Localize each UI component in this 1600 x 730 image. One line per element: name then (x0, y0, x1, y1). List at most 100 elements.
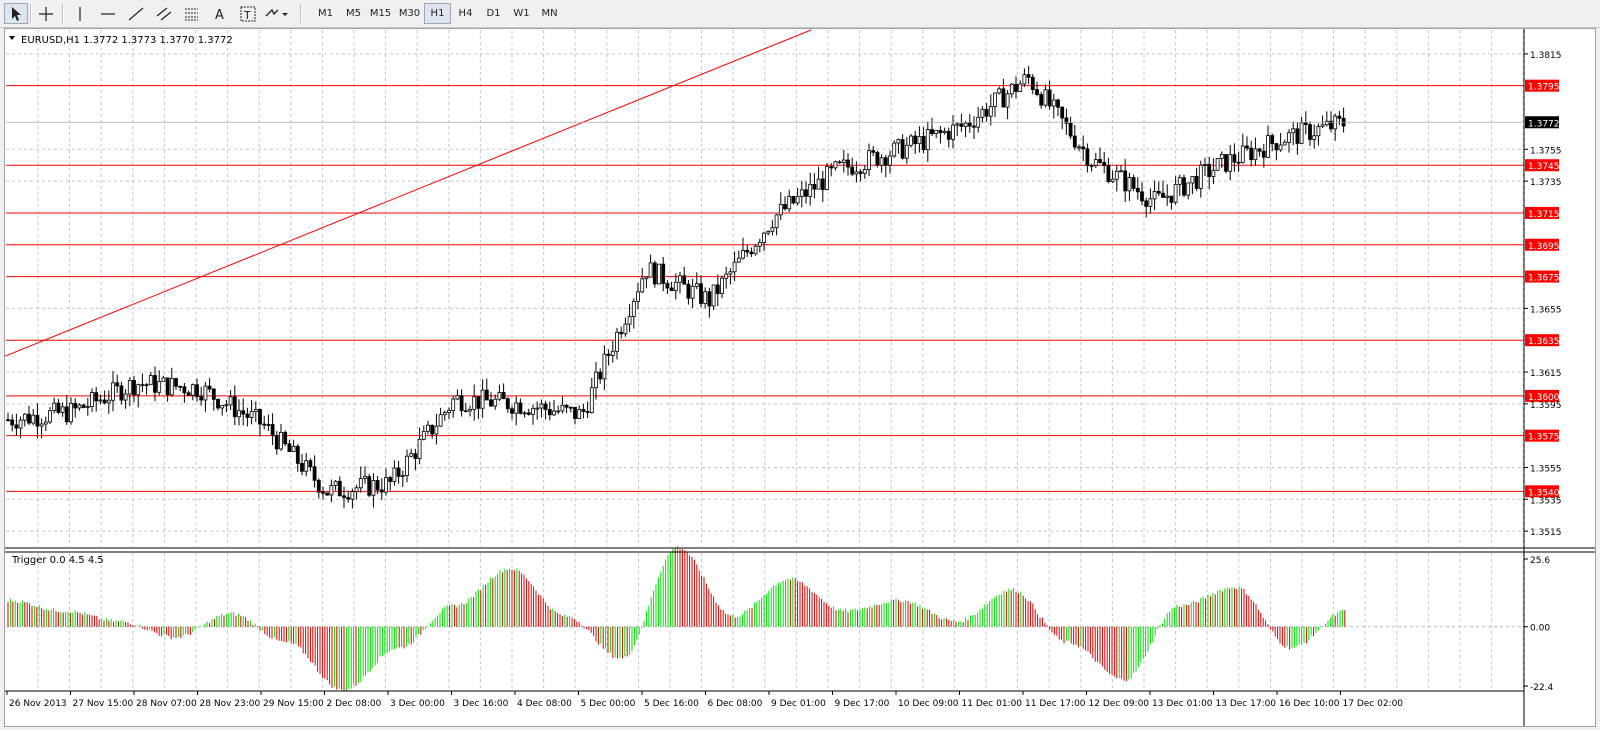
bull-candle (169, 378, 174, 396)
timeframe-d1[interactable]: D1 (486, 8, 501, 19)
bull-candle (39, 423, 44, 427)
bull-candle (724, 273, 729, 279)
bull-candle (690, 285, 695, 299)
time-axis-label: 2 Dec 08:00 (327, 699, 382, 709)
price-tick-label: 1.3515 (1530, 528, 1562, 538)
bull-candle (451, 398, 456, 411)
horizontal-line-icon (101, 12, 115, 15)
bear-candle (1106, 165, 1111, 183)
trendline-icon (128, 7, 144, 20)
bull-candle (888, 155, 892, 166)
bear-candle (337, 480, 342, 497)
bear-candle (1102, 162, 1107, 166)
fibonacci-icon (185, 8, 198, 20)
bull-candle (774, 214, 779, 229)
timeframe-mn[interactable]: MN (541, 8, 558, 19)
bull-candle (904, 144, 909, 159)
price-tick-label: 1.3555 (1530, 464, 1562, 474)
candles (6, 66, 1346, 509)
bull-candle (1312, 135, 1317, 140)
bull-candle (711, 284, 716, 307)
fibonacci-tool[interactable] (180, 3, 204, 24)
bull-candle (988, 105, 993, 117)
price-chart[interactable]: 1.3795 1.3745 1.3715 1.3695 1.3675 1.3635 1.36… (4, 29, 1595, 726)
bull-candle (123, 393, 128, 401)
bull-candle (52, 402, 57, 412)
vertical-line-tool[interactable] (68, 3, 92, 24)
bear-candle (972, 125, 976, 128)
bear-candle (1123, 170, 1128, 192)
bear-candle (1295, 128, 1300, 144)
bull-candle (892, 142, 897, 157)
bull-candle (22, 413, 27, 421)
crosshair-tool[interactable] (34, 3, 58, 24)
bull-candle (522, 412, 527, 415)
timeframe-h1[interactable]: H1 (424, 3, 451, 24)
bull-candle (841, 159, 846, 163)
bull-candle (825, 166, 829, 190)
bull-candle (657, 263, 661, 285)
bull-candle (161, 377, 166, 382)
text-tool[interactable]: A (208, 3, 232, 24)
arrows-tool[interactable] (262, 3, 292, 24)
bear-candle (1030, 76, 1035, 91)
bear-candle (56, 402, 61, 413)
chart-title: EURUSD,H1 1.3772 1.3773 1.3770 1.3772 (21, 35, 233, 46)
bear-candle (1194, 175, 1199, 189)
trendline[interactable] (4, 29, 812, 357)
bull-candle (636, 291, 640, 302)
bear-candle (258, 409, 262, 425)
timeframe-m30[interactable]: M30 (398, 8, 421, 19)
bear-candle (913, 135, 918, 145)
bull-candle (808, 183, 813, 197)
bull-candle (190, 384, 195, 396)
bear-candle (518, 402, 523, 414)
timeframe-w1[interactable]: W1 (513, 8, 530, 19)
bull-candle (1215, 158, 1220, 171)
chart-window[interactable]: 1.3795 1.3745 1.3715 1.3695 1.3675 1.3635 1.36… (4, 28, 1596, 727)
trendline-tool[interactable] (124, 3, 148, 24)
bear-candle (510, 408, 514, 414)
equidistant-channel-tool[interactable] (152, 3, 176, 24)
bear-candle (207, 385, 212, 390)
bull-candle (1018, 83, 1023, 92)
cursor-tool[interactable] (4, 3, 28, 24)
timeframe-m1[interactable]: M1 (318, 8, 333, 19)
price-tick-label: 1.3755 (1530, 146, 1562, 156)
bull-candle (993, 92, 997, 107)
toolbar-separator (62, 4, 64, 23)
bull-candle (1253, 148, 1258, 161)
bear-candle (791, 196, 796, 204)
bull-candle (249, 411, 254, 418)
text-label-tool[interactable]: T (236, 3, 260, 24)
bear-candle (346, 497, 351, 500)
level-price-tag (1525, 270, 1559, 283)
horizontal-line-tool[interactable] (96, 3, 120, 24)
time-axis-label: 28 Nov 07:00 (136, 699, 197, 709)
bull-candle (720, 277, 724, 295)
level-price-tag (1525, 429, 1559, 442)
bear-candle (1182, 177, 1186, 196)
bull-candle (1282, 141, 1287, 146)
bull-candle (253, 409, 258, 412)
bear-candle (262, 423, 267, 426)
bull-candle (442, 412, 447, 416)
bear-candle (804, 189, 808, 197)
timeframe-h4[interactable]: H4 (458, 8, 473, 19)
bull-candle (648, 262, 653, 278)
timeframe-m15[interactable]: M15 (369, 8, 392, 19)
bear-candle (1207, 164, 1212, 178)
timeframe-m5[interactable]: M5 (346, 8, 361, 19)
bear-candle (241, 410, 246, 415)
bull-candle (354, 487, 359, 492)
bear-candle (186, 392, 191, 396)
time-axis-label: 3 Dec 00:00 (390, 699, 445, 709)
bear-candle (489, 399, 493, 407)
bear-candle (1144, 200, 1149, 207)
toolbar-separator (30, 4, 32, 23)
bull-candle (854, 171, 859, 175)
bull-candle (766, 230, 771, 234)
bear-candle (300, 462, 304, 472)
price-tick-label: 1.3735 (1530, 178, 1562, 188)
bull-candle (90, 392, 94, 407)
